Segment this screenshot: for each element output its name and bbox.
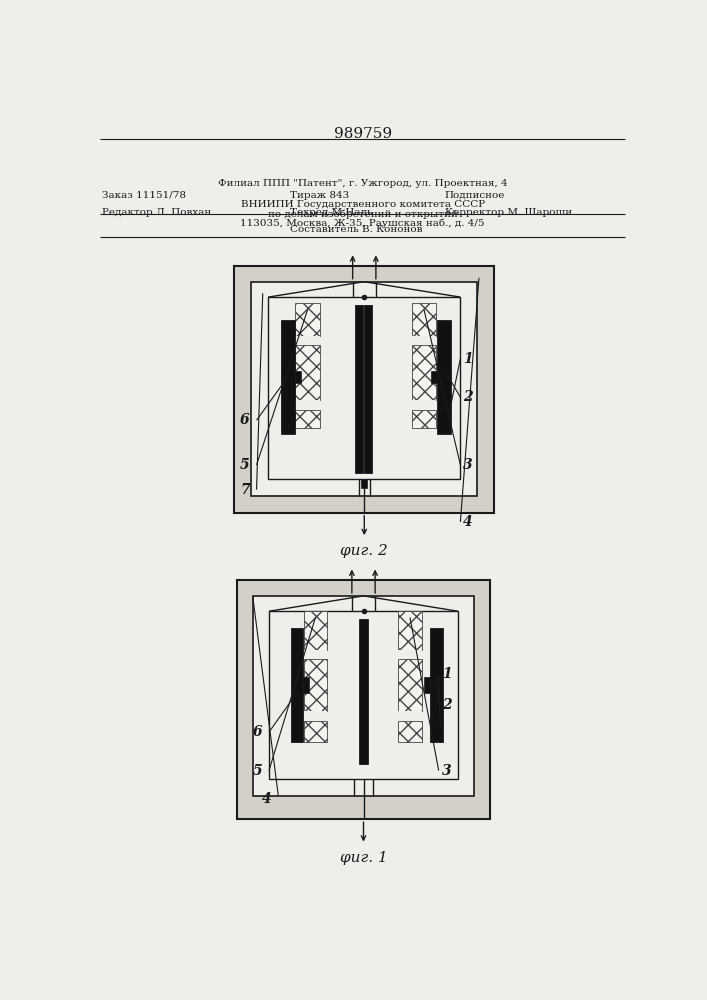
Bar: [296, 303, 320, 336]
Text: 4: 4: [463, 515, 473, 529]
Text: 4: 4: [262, 792, 271, 806]
Text: 3: 3: [463, 458, 473, 472]
Text: 2: 2: [463, 390, 473, 404]
Text: 5: 5: [240, 458, 250, 472]
Text: 2: 2: [442, 698, 451, 712]
Text: 1: 1: [463, 352, 473, 366]
Text: Тираж 843: Тираж 843: [290, 191, 349, 200]
Bar: [424, 677, 430, 693]
Text: 989759: 989759: [334, 127, 392, 141]
Bar: [361, 479, 368, 488]
Bar: [291, 628, 303, 742]
Bar: [364, 305, 372, 473]
Text: 1: 1: [442, 667, 451, 681]
Text: Техред М.Надь: Техред М.Надь: [290, 208, 373, 217]
Bar: [398, 659, 421, 711]
Bar: [253, 596, 474, 796]
Text: Заказ 11151/78: Заказ 11151/78: [103, 191, 187, 200]
Bar: [304, 721, 327, 742]
Bar: [411, 345, 436, 400]
Text: Корректор М. Шароши: Корректор М. Шароши: [445, 208, 572, 217]
Text: 6: 6: [240, 413, 250, 427]
Bar: [398, 611, 421, 650]
Text: по делам изобретений и открытий: по делам изобретений и открытий: [268, 209, 457, 219]
Bar: [269, 611, 458, 779]
Bar: [430, 628, 443, 742]
Bar: [304, 611, 327, 650]
Bar: [411, 400, 436, 410]
Bar: [251, 282, 477, 496]
Bar: [411, 410, 436, 428]
Bar: [234, 266, 494, 513]
Text: 5: 5: [252, 764, 262, 778]
Text: 3: 3: [442, 764, 451, 778]
Text: 6: 6: [252, 725, 262, 739]
Bar: [268, 297, 460, 479]
Bar: [296, 400, 320, 410]
Bar: [296, 410, 320, 428]
Bar: [296, 345, 320, 400]
Bar: [304, 650, 327, 659]
Bar: [398, 711, 421, 721]
Bar: [398, 721, 421, 742]
Text: 7: 7: [240, 483, 250, 497]
Bar: [237, 580, 490, 819]
Bar: [411, 336, 436, 345]
Text: φиг. 1: φиг. 1: [339, 851, 387, 865]
Bar: [431, 371, 437, 383]
Bar: [437, 320, 451, 434]
Text: Подписное: Подписное: [445, 191, 506, 200]
Bar: [281, 320, 295, 434]
Bar: [359, 619, 368, 764]
Text: Редактор Л. Повхан: Редактор Л. Повхан: [103, 208, 211, 217]
Bar: [355, 305, 363, 473]
Bar: [295, 371, 300, 383]
Text: 113035, Москва, Ж-35, Раушская наб., д. 4/5: 113035, Москва, Ж-35, Раушская наб., д. …: [240, 219, 485, 228]
Bar: [303, 677, 309, 693]
Bar: [304, 659, 327, 711]
Text: ВНИИПИ Государственного комитета СССР: ВНИИПИ Государственного комитета СССР: [240, 200, 485, 209]
Bar: [398, 650, 421, 659]
Text: φиг. 2: φиг. 2: [340, 544, 388, 558]
Text: Составитель В. Кононов: Составитель В. Кононов: [290, 225, 422, 234]
Bar: [296, 336, 320, 345]
Bar: [304, 711, 327, 721]
Bar: [411, 303, 436, 336]
Text: Филиал ППП "Патент", г. Ужгород, ул. Проектная, 4: Филиал ППП "Патент", г. Ужгород, ул. Про…: [218, 179, 508, 188]
